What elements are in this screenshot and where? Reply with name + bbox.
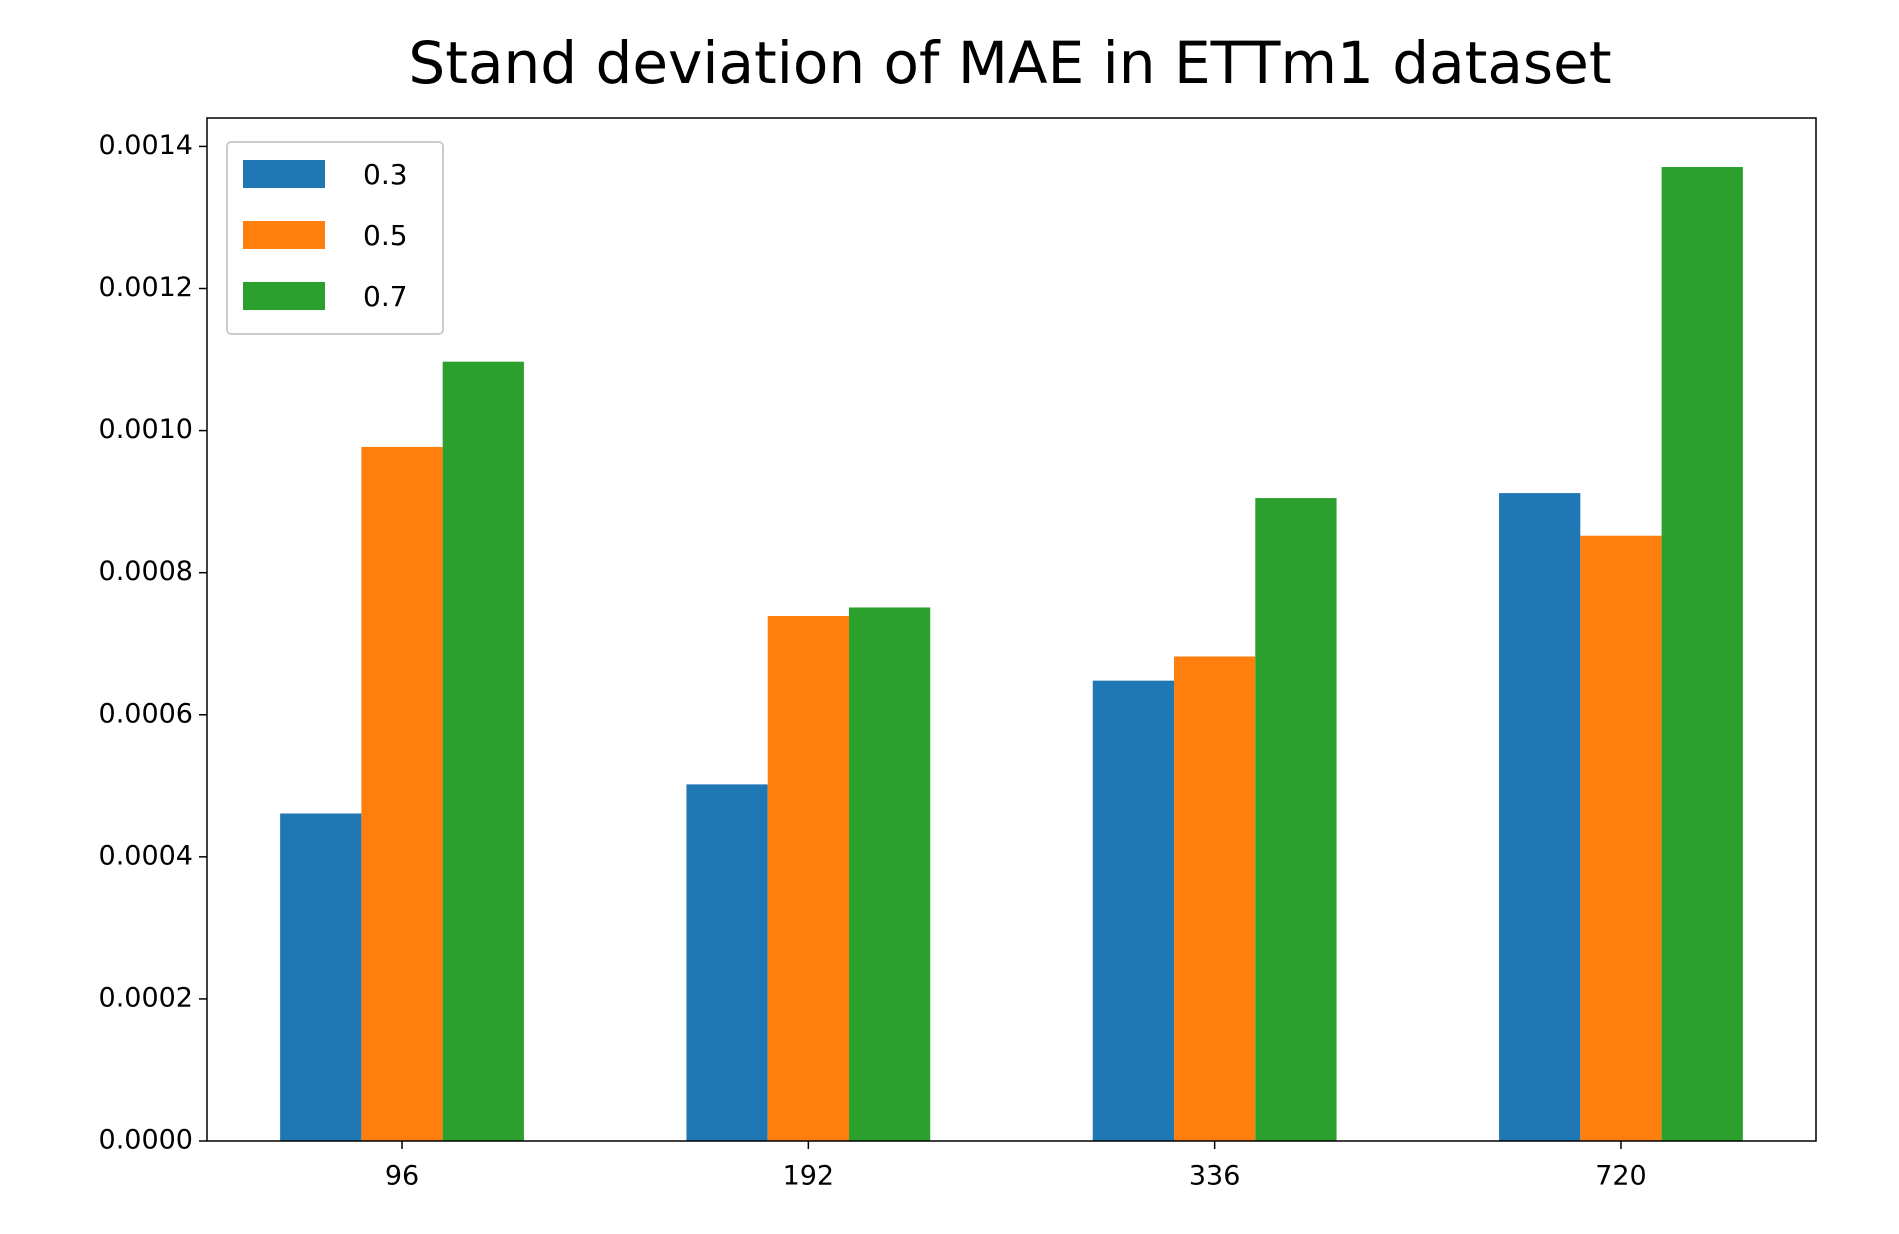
legend-label: 0.7 [363, 280, 408, 313]
bar [686, 784, 768, 1141]
legend-label: 0.5 [363, 219, 408, 252]
y-tick-label: 0.0008 [99, 556, 193, 587]
bar [767, 616, 849, 1141]
y-tick-label: 0.0014 [99, 130, 193, 161]
x-tick-label: 720 [1595, 1161, 1647, 1192]
y-tick-label: 0.0004 [99, 840, 193, 871]
x-tick-label: 192 [783, 1161, 835, 1192]
x-tick-label: 336 [1189, 1161, 1241, 1192]
y-tick-label: 0.0010 [99, 414, 193, 445]
plot-frame [206, 117, 1817, 1142]
bar [848, 607, 931, 1141]
legend-swatch [243, 221, 325, 249]
legend-label: 0.3 [363, 158, 408, 191]
bar [1092, 680, 1175, 1141]
bar [1580, 535, 1662, 1141]
legend-swatch [243, 282, 325, 310]
bar [361, 446, 443, 1141]
y-tick-label: 0.0000 [99, 1125, 193, 1156]
bar [1174, 656, 1256, 1141]
y-tick-label: 0.0012 [99, 272, 193, 303]
chart-title: Stand deviation of MAE in ETTm1 dataset [408, 29, 1611, 97]
bar [442, 361, 524, 1141]
y-tick-label: 0.0002 [99, 982, 193, 1013]
y-tick-label: 0.0006 [99, 698, 193, 729]
legend-swatch [243, 160, 325, 188]
bar [1499, 493, 1581, 1142]
bar [1661, 167, 1743, 1142]
bar [280, 813, 362, 1141]
x-tick-label: 96 [385, 1161, 419, 1192]
bar [1255, 498, 1337, 1142]
